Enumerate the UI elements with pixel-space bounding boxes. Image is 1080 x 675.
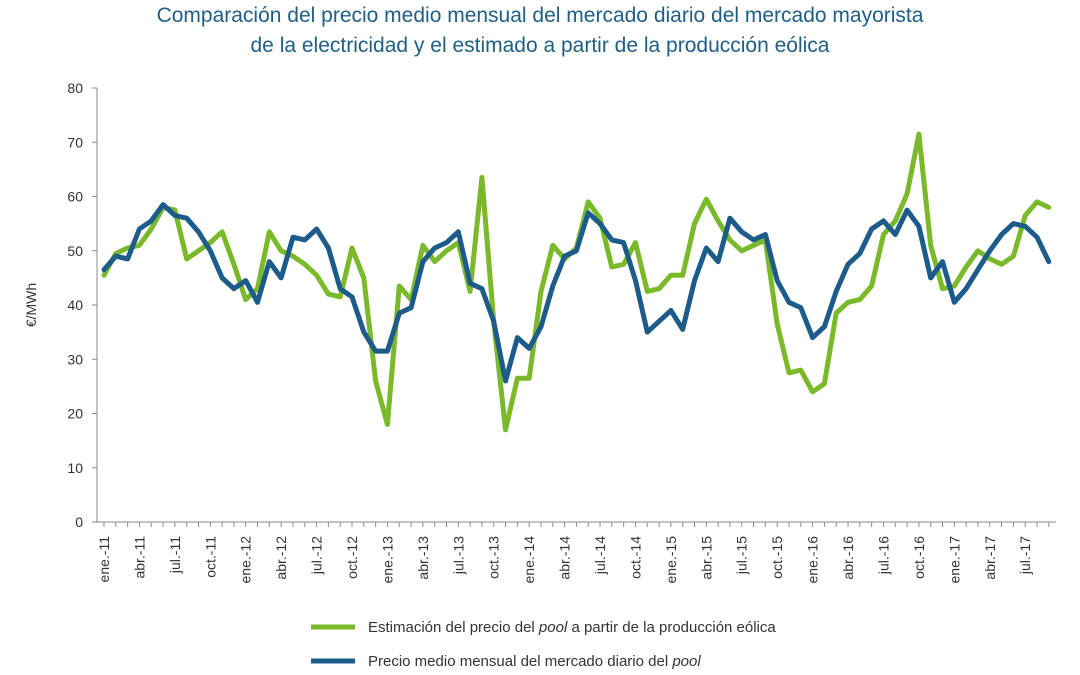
x-tick-label: oct.-16: [911, 536, 927, 579]
legend-estimacion-italic: pool: [538, 619, 568, 636]
chart-title: Comparación del precio medio mensual del…: [156, 4, 924, 27]
y-tick-label: 70: [67, 134, 83, 150]
legend-precio-prefix: Precio medio mensual del mercado diario …: [368, 653, 672, 670]
x-tick-label: ene.-16: [805, 536, 821, 584]
y-tick-label: 30: [67, 351, 83, 367]
x-tick-label: ene.-14: [521, 536, 537, 584]
legend: Estimación del precio del pool a partir …: [311, 619, 776, 670]
x-tick-label: ene.-15: [663, 536, 679, 584]
series-layer: [101, 131, 1052, 433]
x-tick-label: ene.-12: [238, 536, 254, 584]
x-tick-label: jul.-12: [309, 536, 325, 575]
x-tick-label: oct.-14: [627, 536, 643, 579]
x-tick-label: abr.-13: [415, 536, 431, 580]
x-tick-label: jul.-11: [167, 536, 183, 574]
x-tick-label: ene.-17: [946, 536, 962, 584]
x-tick-label: abr.-17: [982, 536, 998, 580]
x-tick-label: abr.-16: [840, 536, 856, 580]
x-tick-label: oct.-15: [769, 536, 785, 579]
y-tick-label: 50: [67, 243, 83, 259]
x-tick-label: ene.-11: [96, 536, 112, 583]
axes: [96, 88, 1056, 523]
legend-precio-italic: pool: [671, 653, 701, 670]
y-tick-label: 20: [67, 406, 83, 422]
legend-label-precio: Precio medio mensual del mercado diario …: [368, 653, 701, 670]
chart-subtitle: de la electricidad y el estimado a parti…: [250, 34, 830, 57]
x-tick-label: abr.-14: [557, 536, 573, 580]
x-tick-label: jul.-15: [734, 536, 750, 575]
x-tick-label: abr.-15: [698, 536, 714, 580]
x-tick-label: jul.-17: [1017, 536, 1033, 575]
y-tick-label: 60: [67, 189, 83, 205]
x-tick-label: ene.-13: [379, 536, 395, 584]
y-ticks: 0 10 20 30 40 50 60 70 80: [67, 80, 97, 530]
x-tick-label: jul.-14: [592, 536, 608, 575]
legend-entry-precio: Precio medio mensual del mercado diario …: [311, 653, 701, 670]
x-tick-label: abr.-12: [273, 536, 289, 580]
x-tick-label: jul.-16: [875, 536, 891, 575]
legend-estimacion-suffix: a partir de la producción eólica: [567, 619, 776, 636]
y-tick-label: 80: [67, 80, 83, 96]
x-tick-label: jul.-13: [450, 536, 466, 575]
series-line-precio: [101, 202, 1052, 384]
legend-label-estimacion: Estimación del precio del pool a partir …: [368, 619, 776, 636]
x-tick-label: abr.-11: [131, 536, 147, 579]
x-ticks: ene.-11 abr.-11 jul.-11 oct.-11 ene.-12 abr.-…: [96, 522, 1050, 584]
x-tick-label: oct.-12: [344, 536, 360, 579]
y-axis-label: €/MWh: [23, 283, 39, 327]
x-tick-label: oct.-13: [486, 536, 502, 579]
legend-entry-estimacion: Estimación del precio del pool a partir …: [311, 619, 776, 636]
y-tick-label: 40: [67, 297, 83, 313]
legend-estimacion-prefix: Estimación del precio del: [368, 619, 539, 636]
x-tick-label: oct.-11: [202, 536, 218, 578]
y-tick-label: 10: [67, 460, 83, 476]
y-tick-label: 0: [75, 514, 83, 530]
